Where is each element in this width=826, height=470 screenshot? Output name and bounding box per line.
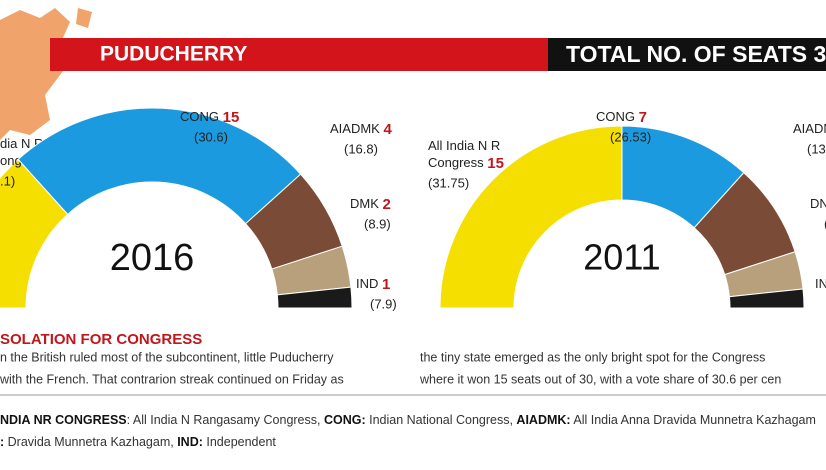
party-name: IND [356, 276, 378, 291]
footnote-term: : [0, 435, 4, 449]
segment-label: CONG 7 [596, 109, 647, 126]
story-line: where it won 15 seats out of 30, with a … [419, 372, 781, 386]
seat-count: 15 [223, 109, 240, 126]
footnote-term: CONG: [324, 413, 366, 427]
party-name: DMK [350, 196, 379, 211]
party-name: CONG [596, 109, 635, 124]
seat-segment [276, 286, 353, 309]
seats-total: TOTAL NO. OF SEATS 3 [566, 41, 826, 67]
segment-label: AIADMK 4 [330, 121, 392, 138]
vote-share: (31.75) [428, 175, 469, 190]
seat-segment [728, 288, 805, 309]
vote-share: (8.9) [364, 216, 391, 231]
party-name: Congress [428, 155, 484, 170]
vote-share: (7.9) [370, 296, 397, 311]
year: 2011 [583, 237, 660, 278]
seat-count: 7 [639, 109, 647, 126]
footnote: : Dravida Munnetra Kazhagam, IND: Indepe… [0, 435, 276, 449]
vote-share: (30.6) [194, 129, 228, 144]
seat-segment [439, 125, 623, 309]
segment-label: DMK 2 [350, 196, 391, 213]
seats-banner [548, 38, 826, 71]
party-name: AIADMK [330, 121, 380, 136]
seat-segment [17, 107, 302, 225]
seat-count: 2 [383, 196, 391, 213]
party-name: All India N R [428, 138, 500, 153]
footnote-term: IND: [177, 435, 203, 449]
footnote-def: All India Anna Dravida Munnetra Kazhagam [571, 413, 816, 427]
segment-label: IND 1 [356, 276, 390, 293]
story-heading: SOLATION FOR CONGRESS [0, 331, 202, 348]
title-banner [50, 38, 548, 71]
seat-count: 1 [382, 276, 390, 293]
segment-label: DN [810, 196, 826, 211]
footnote-def: : All India N Rangasamy Congress, [127, 413, 324, 427]
segment-label: CONG 15 [180, 109, 239, 126]
vote-share: .1) [0, 173, 15, 188]
year: 2016 [110, 237, 195, 279]
vote-share: (16.8) [344, 141, 378, 156]
story-line: with the French. That contrarion streak … [0, 372, 344, 386]
map [0, 8, 92, 140]
footnote-def: Dravida Munnetra Kazhagam, [4, 435, 177, 449]
story-line: the tiny state emerged as the only brigh… [420, 350, 765, 364]
base-mask [518, 308, 726, 312]
title: PUDUCHERRY [100, 43, 247, 66]
vote-share: (13 [807, 141, 826, 156]
seat-count: 4 [383, 121, 392, 138]
vote-share: (10 [824, 216, 826, 231]
footnote-term: NDIA NR CONGRESS [0, 413, 127, 427]
segment-label: Congress 15 [428, 155, 504, 172]
party-name: CONG [180, 109, 219, 124]
footnote-def: Indian National Congress, [366, 413, 517, 427]
segment-label: AIADM [793, 121, 826, 136]
party-name: IN [815, 276, 826, 291]
party-name: DN [810, 196, 826, 211]
footnote-term: AIADMK: [516, 413, 570, 427]
story-line: n the British ruled most of the subconti… [0, 350, 334, 364]
segment-label: All India N R [428, 138, 500, 153]
seat-count: 15 [487, 155, 504, 172]
vote-share: (26.53) [610, 129, 651, 144]
footnote: NDIA NR CONGRESS: All India N Rangasamy … [0, 413, 816, 427]
footnote-def: Independent [203, 435, 277, 449]
party-name: AIADM [793, 121, 826, 136]
base-mask [30, 308, 274, 312]
segment-label: IN [815, 276, 826, 291]
